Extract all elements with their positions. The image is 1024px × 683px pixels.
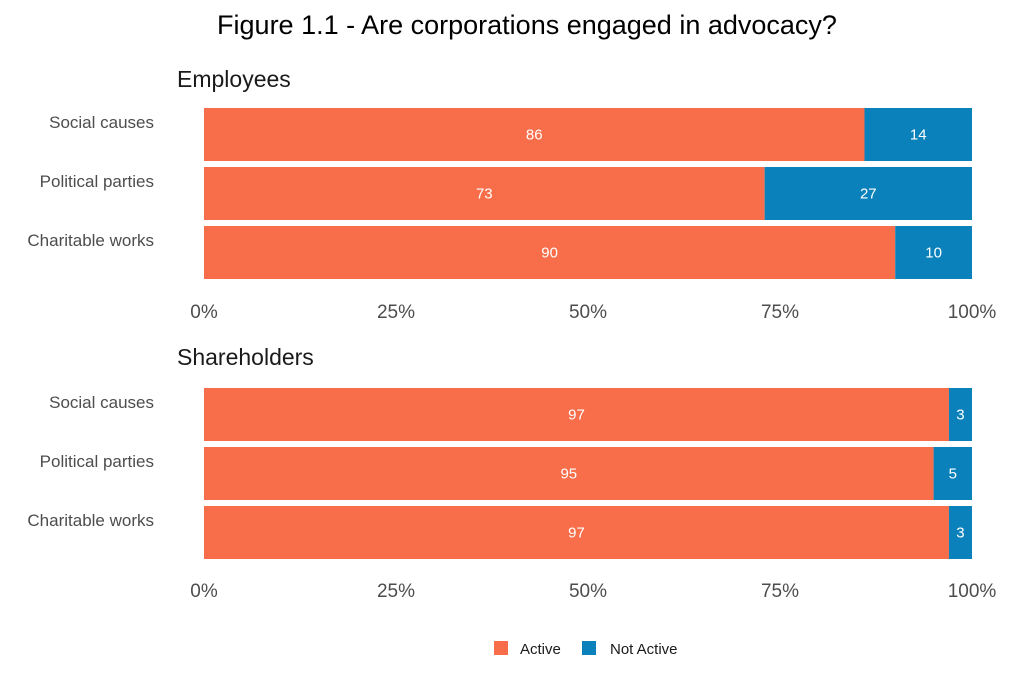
bar-active-charitable-works [204,226,896,279]
legend-label-active: Active [520,641,561,658]
data-label-not-active-political-parties: 27 [860,186,877,203]
category-label-charitable-works: Charitable works [27,231,154,250]
data-label-not-active-social-causes: 3 [956,407,964,424]
panel-title-employees: Employees [177,66,291,92]
x-tick-label: 100% [948,581,997,602]
category-label-social-causes: Social causes [49,113,154,132]
bar-not-active-charitable-works [895,226,972,279]
data-label-active-social-causes: 97 [568,407,585,424]
data-label-active-political-parties: 95 [560,466,577,483]
x-tick-label: 0% [190,302,218,323]
bar-not-active-social-causes [864,108,972,161]
data-label-active-political-parties: 73 [476,186,493,203]
panel-title-shareholders: Shareholders [177,344,314,370]
data-label-not-active-charitable-works: 3 [956,525,964,542]
legend-label-not-active: Not Active [610,641,678,658]
category-label-political-parties: Political parties [40,172,154,191]
bar-active-charitable-works [204,506,949,559]
x-tick-label: 25% [377,581,415,602]
x-tick-label: 50% [569,302,607,323]
x-tick-label: 100% [948,302,997,323]
data-label-not-active-charitable-works: 10 [925,245,942,262]
bar-active-political-parties [204,447,934,500]
bar-not-active-social-causes [948,388,972,441]
panel-employees: Employees Social causes 86 14 Political par… [27,66,996,323]
bar-not-active-charitable-works [948,506,972,559]
x-tick-label: 0% [190,581,218,602]
x-tick-label: 50% [569,581,607,602]
bar-active-political-parties [204,167,765,220]
data-label-active-charitable-works: 97 [568,525,585,542]
x-tick-label: 75% [761,302,799,323]
legend: Active Not Active [494,641,678,658]
category-label-political-parties: Political parties [40,452,154,471]
data-label-active-social-causes: 86 [526,127,543,144]
panel-shareholders: Shareholders Social causes 97 3 Political p… [27,344,996,602]
bar-not-active-political-parties [764,167,972,220]
data-label-not-active-political-parties: 5 [949,466,957,483]
bar-active-social-causes [204,388,949,441]
bar-active-social-causes [204,108,865,161]
legend-swatch-active [494,641,508,655]
chart-title: Figure 1.1 - Are corporations engaged in… [217,10,837,40]
panel-shareholders-bars: Social causes 97 3 Political parties 95 5 Char… [27,388,996,602]
data-label-not-active-social-causes: 14 [910,127,927,144]
x-tick-label: 75% [761,581,799,602]
category-label-charitable-works: Charitable works [27,511,154,530]
data-label-active-charitable-works: 90 [541,245,558,262]
legend-swatch-not-active [582,641,596,655]
x-tick-label: 25% [377,302,415,323]
bar-not-active-political-parties [933,447,972,500]
category-label-social-causes: Social causes [49,393,154,412]
panel-employees-bars: Social causes 86 14 Political parties 73 27 Ch… [27,108,996,323]
